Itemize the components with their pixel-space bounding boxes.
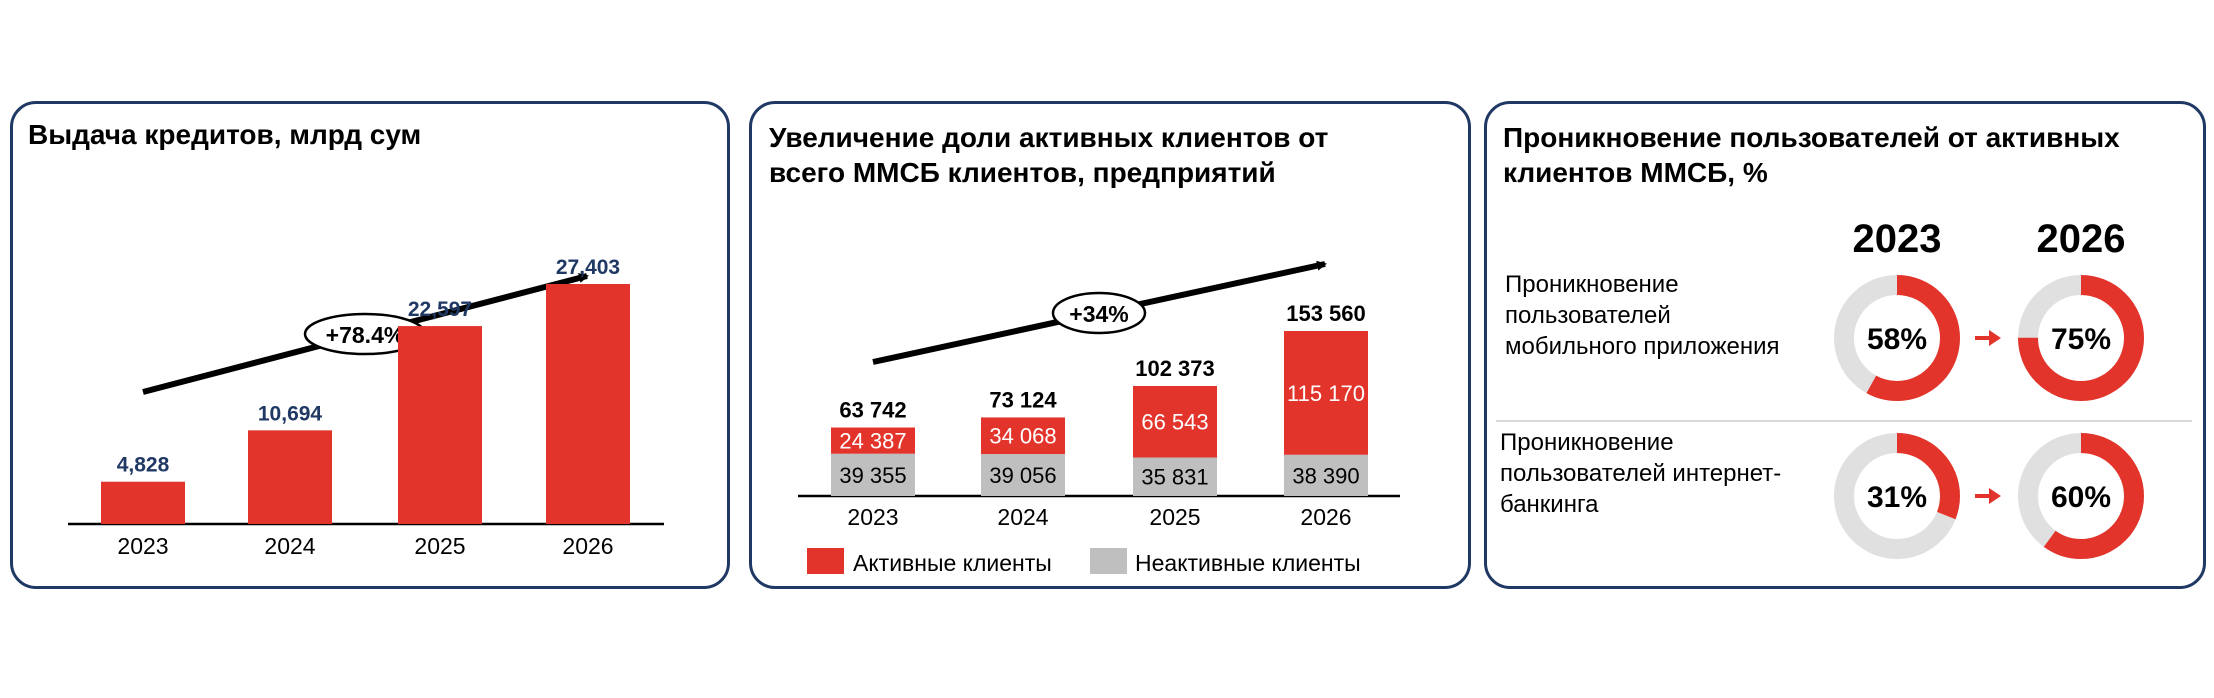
total-value-label: 102 373	[1135, 356, 1215, 381]
total-value-label: 63 742	[839, 398, 906, 423]
inactive-clients-bar	[1284, 454, 1368, 496]
penetration-row-label: мобильного приложения	[1505, 333, 1780, 360]
loans-bar	[546, 283, 630, 524]
clients-growth-badge	[1051, 291, 1147, 335]
legend-swatch-inactive	[1090, 548, 1127, 574]
inactive-clients-bar	[981, 454, 1065, 496]
clients-x-tick-label: 2025	[1149, 504, 1200, 530]
loans-value-label: 10,694	[258, 402, 323, 425]
loans-x-tick-label: 2026	[562, 533, 613, 559]
donut-percent-label: 58%	[1867, 323, 1927, 356]
active-value-label: 66 543	[1141, 410, 1208, 435]
donut-value-arc	[2018, 275, 2144, 401]
total-value-label: 153 560	[1286, 301, 1366, 326]
loans-x-tick-label: 2025	[414, 533, 465, 559]
donut-value-arc	[2018, 433, 2144, 559]
loans-chart-title: Выдача кредитов, млрд сум	[28, 119, 422, 150]
inactive-value-label: 39 355	[839, 463, 906, 488]
active-value-label: 34 068	[989, 424, 1056, 449]
total-value-label: 73 124	[989, 387, 1057, 412]
loans-bar	[398, 326, 482, 524]
penetration-row-label: банкинга	[1500, 491, 1599, 518]
inactive-clients-bar	[1133, 457, 1217, 496]
penetration-chart-title: Проникновение пользователей от активных …	[1503, 122, 2120, 188]
inactive-value-label: 38 390	[1292, 463, 1359, 488]
active-clients-bar	[981, 417, 1065, 455]
loans-bar	[101, 481, 185, 524]
loans-x-tick-label: 2024	[264, 533, 315, 559]
donut-percent-label: 60%	[2051, 481, 2111, 514]
donut-percent-label: 31%	[1867, 481, 1927, 514]
loans-bar	[248, 430, 332, 524]
donut-value-arc	[1834, 433, 1960, 559]
active-clients-bar	[831, 427, 915, 454]
active-value-label: 115 170	[1287, 381, 1365, 406]
penetration-row-label: Проникновение	[1500, 429, 1674, 456]
legend-swatch-active	[807, 548, 844, 574]
clients-x-tick-label: 2026	[1300, 504, 1351, 530]
clients-chart-title: Увеличение доли активных клиентов от все…	[769, 122, 1329, 188]
loans-value-label: 22,597	[408, 298, 472, 321]
active-value-label: 24 387	[839, 429, 906, 454]
penetration-row-label: пользователей интернет-	[1500, 460, 1781, 487]
legend-label-inactive: Неактивные клиенты	[1135, 550, 1361, 576]
active-clients-bar	[1284, 331, 1368, 455]
loans-growth-label: +78.4%	[326, 322, 405, 348]
donut-value-arc	[1834, 275, 1960, 401]
loans-value-label: 27,403	[556, 256, 620, 279]
clients-growth-label: +34%	[1069, 301, 1128, 327]
year-header-2026: 2026	[2037, 217, 2126, 261]
loans-x-tick-label: 2023	[117, 533, 168, 559]
legend-label-active: Активные клиенты	[853, 550, 1052, 576]
clients-x-tick-label: 2024	[997, 504, 1048, 530]
active-clients-bar	[1133, 385, 1217, 458]
loans-value-label: 4,828	[117, 454, 170, 477]
inactive-value-label: 39 056	[989, 463, 1056, 488]
change-arrow-head	[1989, 330, 2001, 346]
year-header-2023: 2023	[1853, 217, 1942, 261]
inactive-value-label: 35 831	[1141, 465, 1208, 490]
penetration-row-label: Проникновение	[1505, 271, 1679, 298]
change-arrow-head	[1989, 488, 2001, 504]
donut-percent-label: 75%	[2051, 323, 2111, 356]
inactive-clients-bar	[831, 453, 915, 496]
penetration-row-label: пользователей	[1505, 302, 1671, 329]
clients-x-tick-label: 2023	[847, 504, 898, 530]
